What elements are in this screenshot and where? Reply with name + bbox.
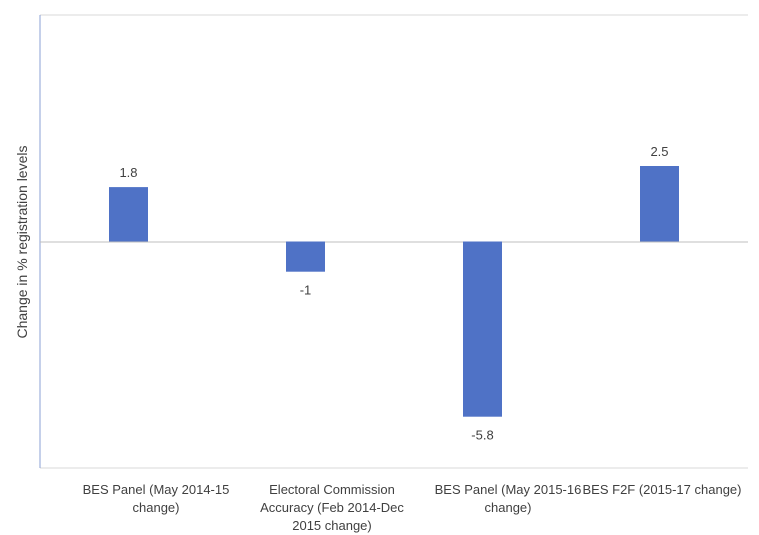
data-label-4: 2.5 [650, 144, 668, 159]
data-label-1: 1.8 [119, 165, 137, 180]
bar-1 [109, 187, 148, 242]
y-axis-label: Change in % registration levels [14, 145, 30, 339]
bar-2 [286, 241, 325, 272]
data-label-group: 1.8 -1 -5.8 2.5 [119, 144, 668, 443]
data-label-2: -1 [300, 283, 312, 298]
category-label-4: BES F2F (2015-17 change) [582, 482, 742, 497]
bar-group [109, 166, 679, 417]
category-label-3: BES Panel (May 2015-16 change) [434, 482, 582, 515]
bar-4 [640, 166, 679, 242]
category-label-2: Electoral Commission Accuracy (Feb 2014-… [260, 482, 404, 533]
category-label-1: BES Panel (May 2014-15 change) [82, 482, 230, 515]
data-label-3: -5.8 [471, 428, 493, 443]
bar-3 [463, 241, 502, 417]
